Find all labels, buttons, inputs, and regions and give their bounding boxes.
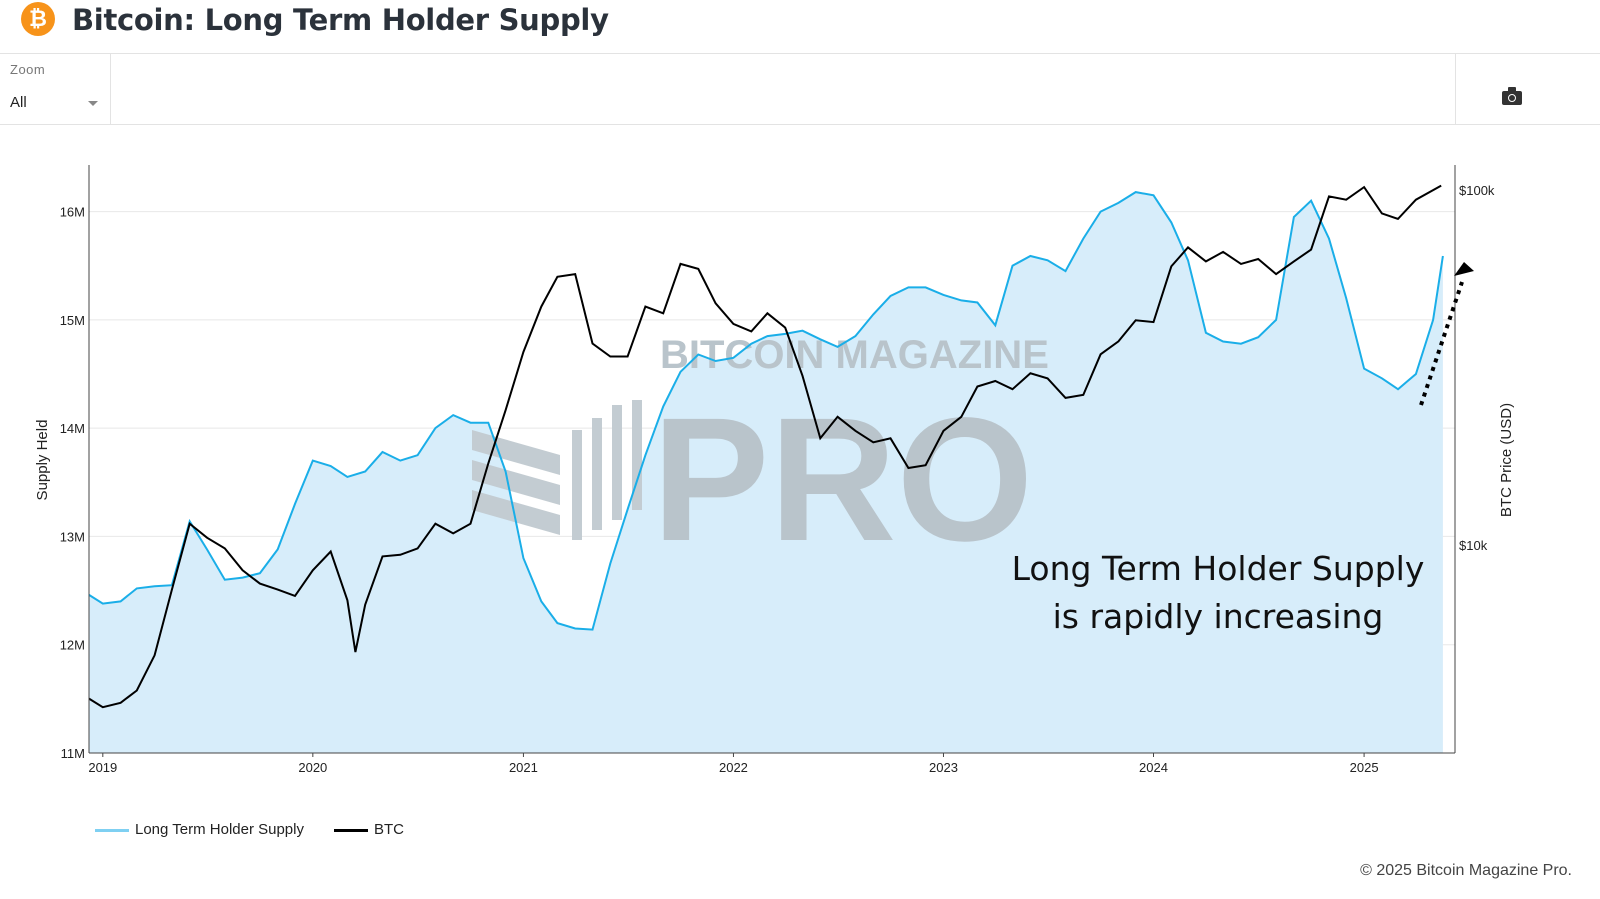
zoom-label: Zoom [10, 62, 46, 77]
y-right-tick-label: $10k [1459, 538, 1488, 553]
watermark-logo-icon [472, 400, 642, 540]
x-tick-label: 2024 [1139, 760, 1168, 775]
page-title: Bitcoin: Long Term Holder Supply [72, 3, 609, 37]
bitcoin-logo-icon: ₿ [21, 2, 55, 36]
zoom-select[interactable]: Zoom All [0, 54, 111, 124]
btc-legend-swatch [334, 828, 368, 832]
legend-item-lth[interactable]: Long Term Holder Supply [95, 821, 304, 838]
lth-legend-swatch [95, 828, 129, 832]
camera-area [1455, 54, 1600, 124]
legend-label-lth: Long Term Holder Supply [135, 821, 304, 838]
header: ₿ Bitcoin: Long Term Holder Supply [0, 0, 1600, 54]
legend-item-btc[interactable]: BTC [334, 821, 404, 838]
btc-line [88, 184, 1442, 709]
y-left-tick-label: 11M [61, 746, 85, 761]
x-tick-label: 2020 [298, 760, 327, 775]
lth-line [88, 191, 1444, 631]
y-left-tick-label: 16M [60, 205, 85, 220]
zoom-value[interactable]: All [10, 94, 27, 111]
legend-label-btc: BTC [374, 821, 404, 838]
toolbar: Zoom All [0, 54, 1600, 125]
camera-icon[interactable] [1502, 87, 1522, 105]
watermark-top-text: BITCOIN MAGAZINE [660, 333, 1049, 377]
y-right-tick-label: $100k [1459, 183, 1495, 198]
y-left-label: Supply Held [34, 420, 51, 501]
y-left-tick-label: 14M [60, 421, 85, 436]
x-tick-label: 2023 [929, 760, 958, 775]
x-tick-label: 2025 [1350, 760, 1379, 775]
watermark-main-text: PRO [652, 382, 1033, 578]
lth-area [89, 192, 1443, 754]
watermark: BITCOIN MAGAZINE PRO [472, 333, 1049, 578]
arrow-icon [1419, 262, 1474, 406]
y-left-tick-label: 15M [60, 313, 85, 328]
chevron-down-icon[interactable] [88, 101, 98, 106]
y-left-tick-label: 13M [60, 529, 85, 544]
x-tick-label: 2021 [509, 760, 538, 775]
y-left-tick-label: 12M [60, 638, 85, 653]
ticks: 11M 12M 13M 14M 15M 16M $10k $100k 2019 2020 2021 2… [60, 183, 1495, 775]
footer-copyright: © 2025 Bitcoin Magazine Pro. [1360, 862, 1572, 879]
y-right-label: BTC Price (USD) [1498, 403, 1515, 517]
x-tick-label: 2022 [719, 760, 748, 775]
x-tick-label: 2019 [88, 760, 117, 775]
annotation-line2: is rapidly increasing [1053, 597, 1384, 636]
annotation-line1: Long Term Holder Supply [1012, 549, 1425, 588]
